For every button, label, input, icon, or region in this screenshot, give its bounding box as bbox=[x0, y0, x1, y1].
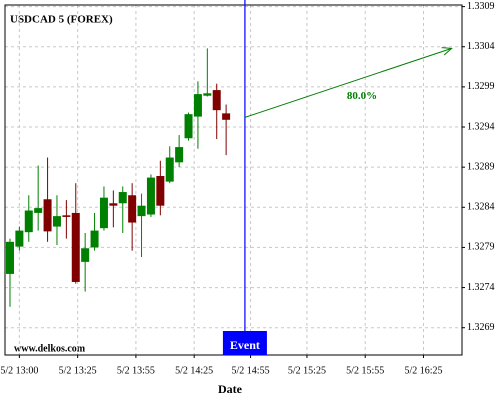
forecast-arrow bbox=[244, 47, 452, 118]
x-tick-label: 5/2 13:55 bbox=[117, 365, 155, 376]
candle-body bbox=[5, 241, 14, 274]
arrow-head bbox=[441, 47, 453, 56]
candle-body bbox=[128, 195, 137, 223]
event-label: Event bbox=[230, 338, 260, 352]
y-tick-label: 1.3269 bbox=[467, 322, 495, 333]
y-tick-label: 1.3309 bbox=[467, 1, 495, 12]
x-tick-label: 5/2 13:25 bbox=[59, 365, 97, 376]
candle-body bbox=[99, 197, 108, 229]
x-tick-label: 5/2 15:55 bbox=[346, 365, 384, 376]
candle-body bbox=[90, 230, 99, 248]
chart-title: USDCAD 5 (FOREX) bbox=[10, 14, 113, 26]
event-box bbox=[222, 331, 267, 355]
candle-body bbox=[193, 94, 202, 117]
y-tick-label: 1.3299 bbox=[467, 81, 495, 92]
candle-body bbox=[118, 192, 127, 204]
y-tick-label: 1.3289 bbox=[467, 161, 495, 172]
candle-body bbox=[62, 215, 71, 217]
candle-body bbox=[137, 205, 146, 217]
candle-body bbox=[165, 157, 174, 182]
candle-body bbox=[175, 147, 184, 163]
y-tick-label: 1.3294 bbox=[467, 121, 495, 132]
candle-body bbox=[109, 203, 118, 206]
watermark: www.delkos.com bbox=[14, 343, 86, 354]
plot-frame bbox=[4, 4, 463, 356]
y-tick-label: 1.3279 bbox=[467, 242, 495, 253]
x-tick-label: 5/2 16:25 bbox=[404, 365, 442, 376]
x-tick-label: 5/2 15:25 bbox=[288, 365, 326, 376]
candle-body bbox=[43, 199, 52, 232]
x-tick-label: 5/2 13:00 bbox=[0, 365, 38, 376]
candle-body bbox=[34, 208, 43, 213]
x-axis-label: Date bbox=[218, 382, 243, 396]
y-tick-label: 1.3284 bbox=[467, 202, 495, 213]
y-tick-label: 1.3274 bbox=[467, 282, 495, 293]
candle-body bbox=[15, 230, 24, 247]
candle-body bbox=[203, 93, 212, 96]
candle-body bbox=[212, 90, 221, 111]
x-tick-label: 5/2 14:55 bbox=[232, 365, 270, 376]
candle-body bbox=[52, 216, 61, 227]
candle-body bbox=[146, 177, 155, 215]
y-tick-label: 1.3304 bbox=[467, 41, 495, 52]
x-tick-label: 5/2 14:25 bbox=[175, 365, 213, 376]
candle-body bbox=[184, 114, 193, 139]
candle-body bbox=[156, 175, 165, 206]
arrow-label: 80.0% bbox=[347, 90, 377, 102]
candle-body bbox=[81, 248, 90, 262]
candle-body bbox=[24, 210, 33, 233]
candle-body bbox=[222, 113, 231, 120]
candle-body bbox=[71, 212, 80, 282]
